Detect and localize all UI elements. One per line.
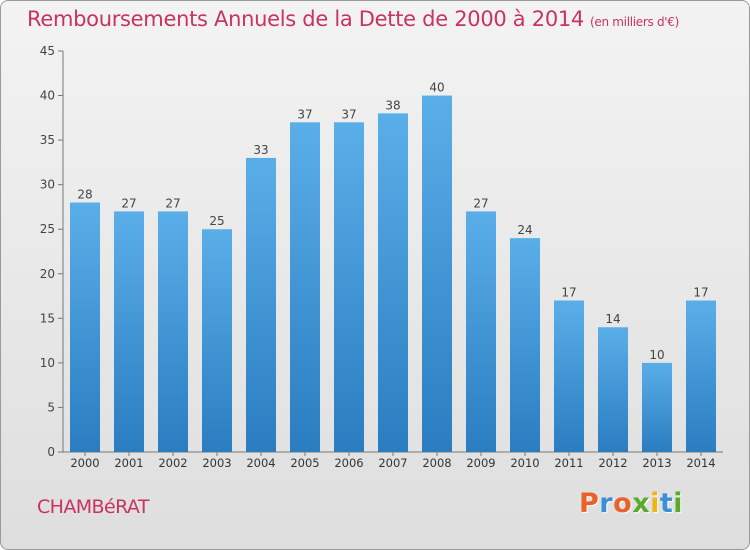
bar	[202, 229, 232, 452]
data-label: 17	[561, 286, 576, 300]
data-label: 37	[297, 107, 312, 121]
y-tick-label: 10	[40, 356, 55, 370]
chart-title-text: Remboursements Annuels de la Dette de 20…	[27, 7, 584, 31]
bar	[246, 157, 276, 452]
bar	[686, 300, 716, 452]
data-label: 24	[517, 223, 532, 237]
y-tick-label: 35	[40, 133, 55, 147]
y-tick-label: 20	[40, 267, 55, 281]
x-tick-label: 2002	[158, 456, 187, 470]
x-tick-label: 2005	[290, 456, 319, 470]
data-label: 27	[165, 196, 180, 210]
x-tick-label: 2014	[686, 456, 715, 470]
y-tick-label: 0	[47, 445, 55, 459]
logo-letter: P	[579, 488, 600, 519]
data-label: 38	[385, 98, 400, 112]
proxiti-logo[interactable]: Proxiti	[579, 488, 683, 519]
data-label: 28	[77, 187, 92, 201]
bar	[290, 122, 320, 453]
bar	[158, 211, 188, 452]
x-tick-label: 2006	[334, 456, 363, 470]
bar	[378, 113, 408, 452]
bar	[422, 95, 452, 453]
data-label: 17	[693, 286, 708, 300]
y-tick-label: 30	[40, 178, 55, 192]
chart-unit-note: (en milliers d'€)	[590, 15, 680, 29]
data-label: 27	[121, 196, 136, 210]
y-tick-label: 15	[40, 311, 55, 325]
data-label: 14	[605, 312, 620, 326]
bar	[70, 202, 100, 452]
y-tick-label: 25	[40, 222, 55, 236]
logo-letter: i	[673, 488, 684, 519]
bar	[334, 122, 364, 453]
x-tick-label: 2003	[202, 456, 231, 470]
bar	[554, 300, 584, 452]
x-tick-label: 2009	[466, 456, 495, 470]
y-tick-label: 5	[47, 400, 55, 414]
x-tick-label: 2010	[510, 456, 539, 470]
y-tick-label: 45	[40, 44, 55, 58]
logo-letter: x	[632, 488, 651, 519]
bar	[642, 362, 672, 452]
bar	[598, 327, 628, 452]
x-tick-label: 2013	[642, 456, 671, 470]
bar	[466, 211, 496, 452]
data-label: 10	[649, 348, 664, 362]
bar	[114, 211, 144, 452]
x-tick-label: 2012	[598, 456, 627, 470]
data-label: 27	[473, 196, 488, 210]
y-tick-label: 40	[40, 89, 55, 103]
data-label: 33	[253, 143, 268, 157]
x-tick-label: 2011	[554, 456, 583, 470]
logo-letter: t	[659, 488, 674, 519]
data-label: 40	[429, 81, 444, 95]
x-tick-label: 2008	[422, 456, 451, 470]
x-tick-label: 2001	[114, 456, 143, 470]
data-label: 25	[209, 214, 224, 228]
logo-letter: r	[599, 488, 614, 519]
x-tick-label: 2004	[246, 456, 275, 470]
x-tick-label: 2000	[70, 456, 99, 470]
data-label: 37	[341, 107, 356, 121]
x-tick-label: 2007	[378, 456, 407, 470]
logo-letter: i	[650, 488, 660, 519]
logo-letter: o	[613, 488, 633, 519]
chart-title: Remboursements Annuels de la Dette de 20…	[27, 7, 679, 31]
bar	[510, 238, 540, 452]
commune-name: CHAMBéRAT	[37, 496, 149, 518]
